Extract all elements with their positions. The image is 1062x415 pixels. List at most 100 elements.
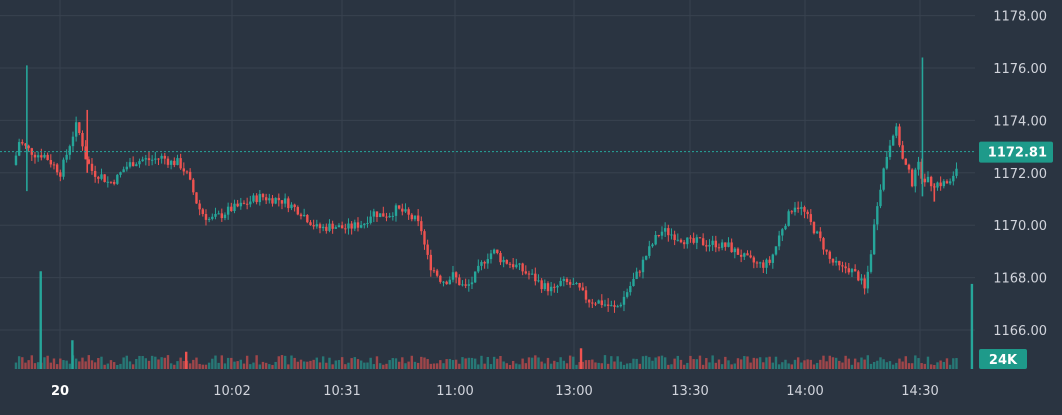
volume-bar (749, 362, 752, 369)
volume-bar (274, 361, 277, 369)
volume-bar (131, 364, 135, 369)
candle-body (201, 209, 205, 215)
volume-bar (863, 359, 866, 369)
volume-bar (157, 359, 160, 369)
candle-body (822, 238, 825, 250)
volume-bar (831, 357, 835, 369)
candle-body (283, 198, 287, 204)
candle-body (369, 216, 372, 223)
volume-bar (898, 358, 901, 369)
candle-body (682, 242, 686, 245)
candle-body (499, 252, 502, 263)
candle-body (591, 302, 594, 304)
candle-body (800, 207, 803, 209)
volume-bar (673, 358, 676, 369)
volume-bar (192, 359, 195, 369)
volume-bar (52, 358, 56, 369)
candle-body (382, 213, 385, 217)
volume-bar (777, 364, 781, 369)
volume-bar (806, 359, 809, 369)
candle-body (439, 275, 442, 282)
volume-bar (321, 356, 325, 369)
candle-body (277, 197, 281, 201)
candle-body (496, 249, 499, 253)
candle-body (321, 226, 325, 229)
last-price-badge (979, 141, 1053, 163)
candle-body (344, 228, 347, 230)
volume-bar (543, 363, 547, 369)
volume-bar (375, 356, 379, 369)
volume-bar (559, 357, 562, 369)
candle-body (733, 248, 737, 253)
volume-bar (901, 361, 904, 369)
volume-bar (448, 358, 452, 369)
candle-body (14, 155, 18, 165)
candle-body (394, 205, 398, 216)
y-tick-label: 1168.00 (993, 272, 1047, 287)
candles (14, 57, 958, 313)
candle-body (454, 272, 458, 278)
candle-body (651, 244, 654, 247)
candle-body (644, 255, 648, 260)
candle-body (543, 283, 547, 290)
volume-bar (470, 357, 474, 369)
volume-bar (122, 357, 125, 369)
candle-body (293, 204, 296, 208)
candle-body (819, 231, 822, 239)
volume-bar (679, 359, 683, 369)
candle-body (885, 156, 889, 169)
volume-bar (78, 361, 81, 369)
candle-body (306, 214, 309, 223)
candle-body (866, 271, 870, 289)
candle-body (410, 214, 414, 220)
candle-body (442, 281, 445, 283)
candle-body (195, 192, 198, 204)
x-tick-label: 13:30 (671, 384, 708, 399)
candle-body (708, 244, 711, 247)
candle-body (952, 175, 955, 182)
volume-bar (318, 362, 322, 369)
candle-body (815, 231, 819, 234)
candle-body (280, 200, 284, 204)
y-tick-label: 1174.00 (993, 114, 1047, 129)
volume-bar (27, 360, 30, 369)
candle-body (828, 251, 832, 259)
volume-bar (112, 362, 116, 369)
volume-bar (280, 355, 284, 369)
candle-body (511, 264, 515, 268)
volume-bar (682, 364, 686, 369)
volume-bar (850, 364, 854, 369)
candle-body (24, 143, 27, 146)
candle-body (160, 155, 163, 159)
volume-bar (584, 360, 588, 369)
volume-bar (141, 356, 144, 369)
candle-body (325, 226, 328, 231)
candle-body (17, 142, 21, 156)
candle-body (141, 159, 144, 162)
candle-body (188, 171, 192, 180)
candle-body (917, 161, 920, 170)
candle-body (771, 254, 775, 263)
volume-bar (537, 357, 540, 369)
x-tick-label: 14:30 (901, 384, 938, 399)
candle-body (290, 204, 293, 209)
candle-body (895, 126, 898, 136)
volume-bar (81, 357, 84, 369)
candle-body (914, 169, 917, 187)
volume-bar (439, 360, 442, 369)
candle-body (192, 179, 195, 193)
candle-body (923, 178, 927, 183)
volume-bar (610, 356, 613, 369)
candle-body (568, 282, 572, 285)
volume-bar (635, 358, 638, 369)
volume-bar (724, 356, 727, 369)
candle-body (809, 214, 813, 222)
candle-body (420, 221, 423, 232)
candle-body (287, 198, 290, 209)
volume-bar (644, 355, 648, 369)
candle-body (876, 206, 879, 225)
volume-bar (179, 357, 182, 369)
candle-body (173, 160, 176, 166)
